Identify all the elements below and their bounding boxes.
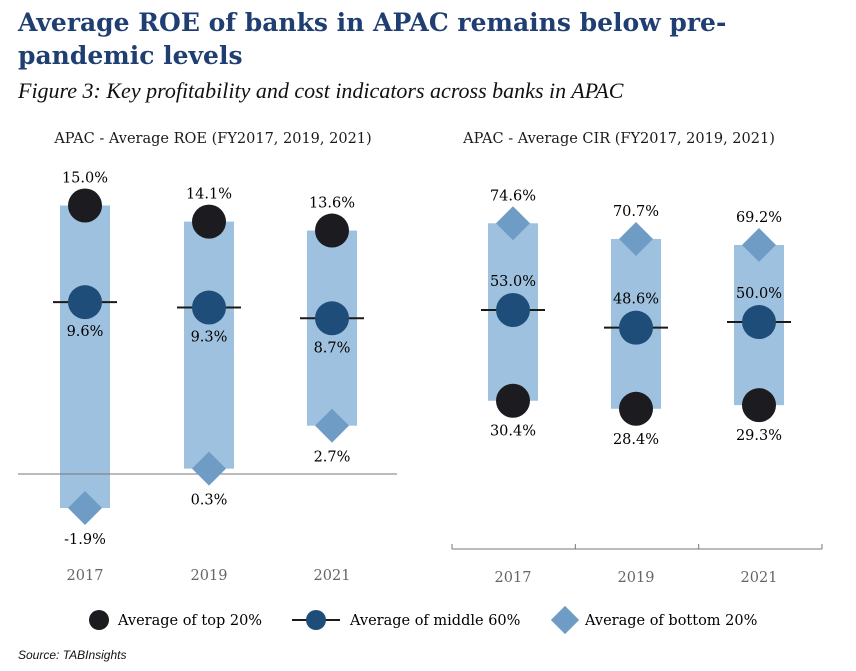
bottom-point <box>496 206 530 241</box>
x-tick-label: 2019 <box>618 570 655 586</box>
legend-middle-marker <box>306 610 326 630</box>
bottom-value-label: -1.9% <box>64 532 106 548</box>
legend-top-marker <box>89 610 109 630</box>
middle-value-label: 8.7% <box>314 340 351 356</box>
top-value-label: 13.6% <box>309 196 355 212</box>
top-value-label: 30.4% <box>490 424 536 440</box>
middle-value-label: 9.6% <box>67 324 104 340</box>
bottom-value-label: 74.6% <box>490 188 536 204</box>
x-tick-label: 2017 <box>67 568 104 584</box>
top-value-label: 14.1% <box>186 187 232 203</box>
top-point <box>68 188 102 223</box>
middle-point <box>496 293 530 328</box>
middle-point <box>192 290 226 325</box>
legend-bottom-marker <box>550 605 580 635</box>
top-value-label: 15.0% <box>62 171 108 187</box>
x-tick-label: 2021 <box>314 568 351 584</box>
bottom-point <box>742 227 776 262</box>
page-title: Average ROE of banks in APAC remains bel… <box>18 8 727 70</box>
middle-value-label: 48.6% <box>613 292 659 308</box>
middle-point <box>315 301 349 336</box>
x-tick-label: 2019 <box>191 568 228 584</box>
bottom-value-label: 69.2% <box>736 210 782 226</box>
middle-value-label: 50.0% <box>736 286 782 302</box>
top-value-label: 28.4% <box>613 432 659 448</box>
middle-value-label: 53.0% <box>490 274 536 290</box>
top-point <box>619 391 653 426</box>
bottom-value-label: 0.3% <box>191 493 228 509</box>
top-point <box>192 204 226 239</box>
chart-title: APAC - Average CIR (FY2017, 2019, 2021) <box>462 131 775 147</box>
legend-middle-label: Average of middle 60% <box>349 613 520 629</box>
middle-point <box>619 310 653 345</box>
legend-top-label: Average of top 20% <box>117 613 262 629</box>
bottom-value-label: 2.7% <box>314 450 351 466</box>
top-point <box>315 213 349 248</box>
bottom-point <box>315 408 349 443</box>
legend-bottom-label: Average of bottom 20% <box>584 613 757 629</box>
middle-value-label: 9.3% <box>191 330 228 346</box>
chart-title: APAC - Average ROE (FY2017, 2019, 2021) <box>53 131 371 147</box>
top-value-label: 29.3% <box>736 428 782 444</box>
source-note: Source: TABInsights <box>18 648 127 662</box>
top-point <box>742 388 776 423</box>
middle-point <box>68 285 102 320</box>
range-bar <box>184 221 234 469</box>
top-point <box>496 383 530 418</box>
bottom-point <box>619 221 653 256</box>
x-tick-label: 2017 <box>495 570 532 586</box>
x-tick-label: 2021 <box>741 570 778 586</box>
bottom-value-label: 70.7% <box>613 204 659 220</box>
bottom-point <box>192 451 226 486</box>
figure-caption: Figure 3: Key profitability and cost ind… <box>18 78 624 103</box>
range-bar <box>60 205 110 509</box>
middle-point <box>742 305 776 340</box>
